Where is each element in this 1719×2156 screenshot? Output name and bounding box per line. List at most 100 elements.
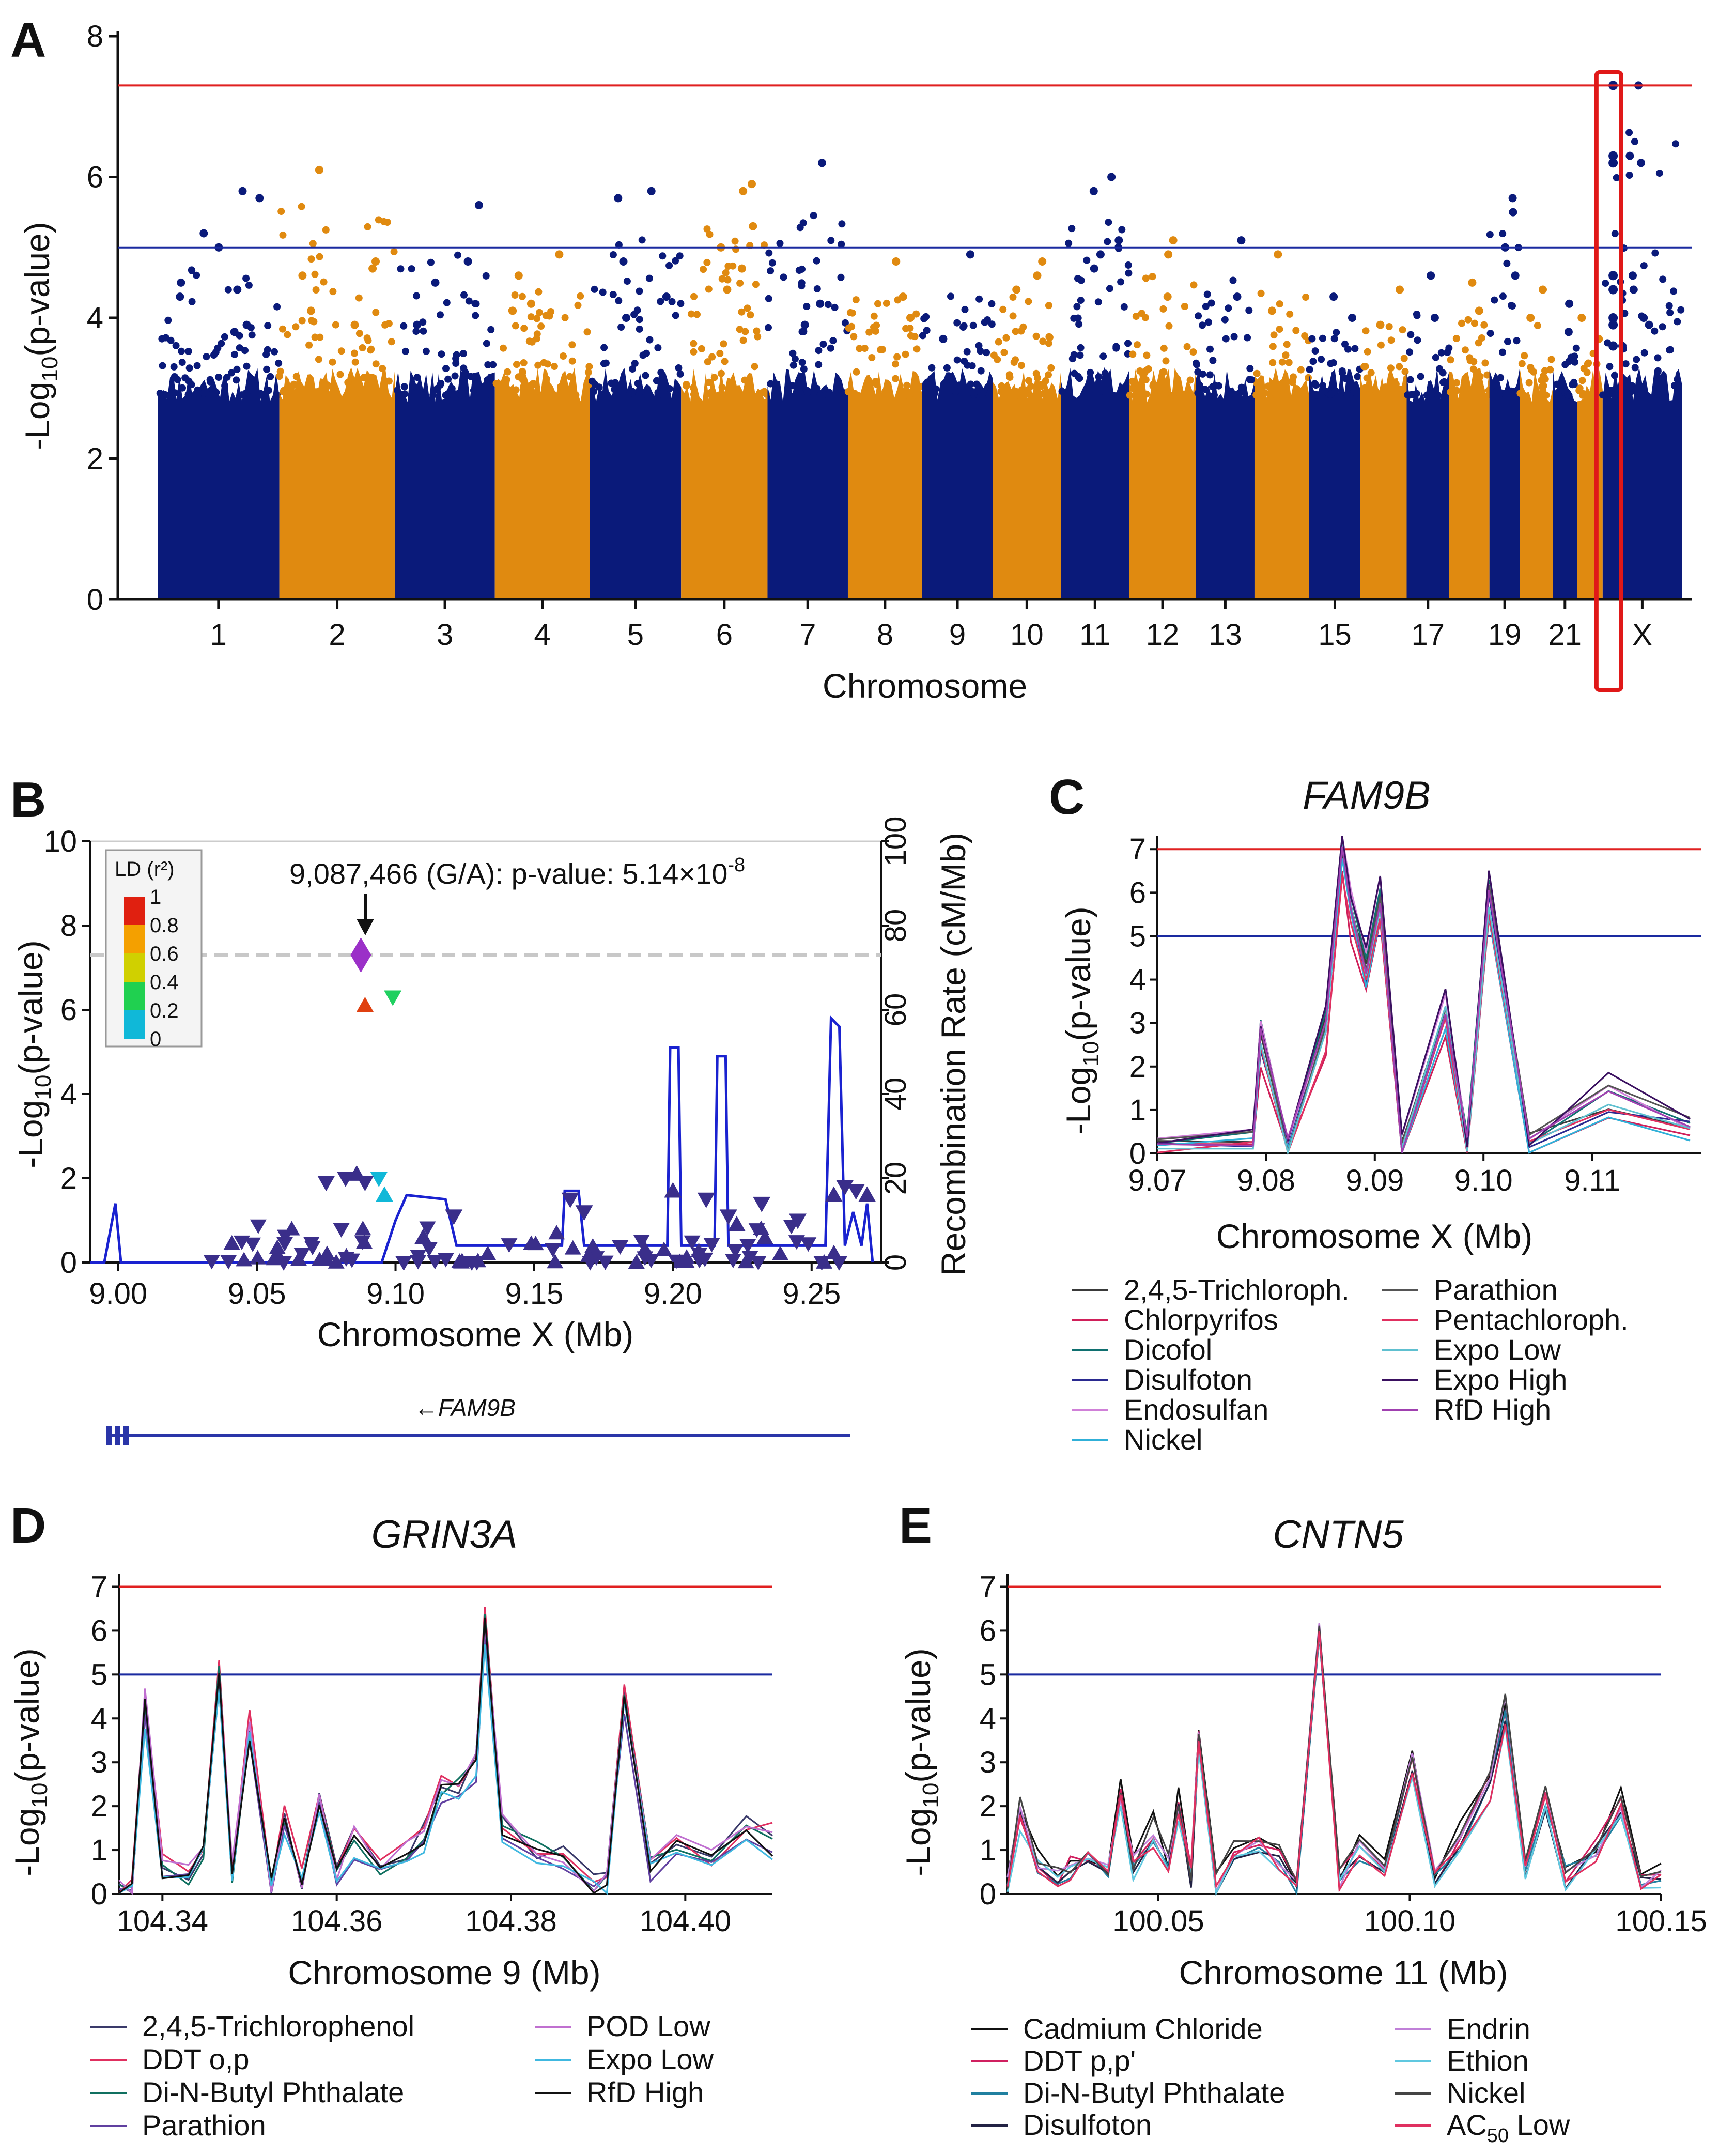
snp-point — [206, 376, 214, 383]
x-tick-label: 104.36 — [291, 1904, 382, 1938]
snp-point — [1670, 287, 1678, 295]
snp-point — [1276, 381, 1283, 389]
snp-point — [1476, 386, 1483, 394]
snp-point — [400, 322, 408, 330]
snp-point — [311, 333, 319, 341]
snp-point — [1565, 358, 1573, 365]
snp-point — [1380, 390, 1388, 397]
snp-point — [546, 312, 553, 320]
snp-point — [973, 387, 981, 395]
snp-peak — [816, 299, 825, 308]
snp-point — [1434, 391, 1442, 399]
snp-point — [500, 344, 507, 352]
snp-point — [310, 318, 318, 326]
snp-triangle — [656, 1241, 673, 1256]
snp-point — [275, 373, 283, 380]
snp-point — [1117, 278, 1125, 286]
snp-point — [1195, 312, 1202, 320]
snp-point — [292, 373, 300, 380]
chromosome-band-7 — [767, 368, 848, 599]
y-tick-label: 0 — [60, 1246, 77, 1280]
snp-peak — [749, 222, 757, 230]
snp-point — [892, 360, 899, 368]
snp-point — [1292, 327, 1300, 334]
snp-point — [657, 368, 665, 376]
legend-label: 2,4,5-Trichlorophenol — [142, 2010, 414, 2042]
snp-point — [284, 331, 291, 338]
snp-point — [892, 375, 900, 382]
snp-peak — [1233, 292, 1242, 301]
snp-point — [543, 375, 550, 383]
snp-point — [1606, 390, 1614, 398]
snp-point — [1470, 358, 1478, 365]
legend-label: Cadmium Chloride — [1023, 2012, 1263, 2045]
snp-point — [879, 346, 886, 353]
series-line — [1157, 836, 1691, 1148]
snp-point — [952, 388, 959, 395]
cntn5-x-axis-label: Chromosome 11 (Mb) — [1179, 1953, 1508, 1992]
snp-point — [799, 219, 807, 227]
snp-point — [864, 376, 872, 384]
snp-point — [515, 373, 522, 381]
snp-peak — [306, 306, 315, 315]
snp-point — [1246, 365, 1254, 373]
y-tick-label: 0 — [87, 583, 103, 617]
snp-point — [1654, 391, 1662, 398]
snp-point — [454, 251, 461, 259]
snp-point — [1417, 373, 1424, 380]
snp-point — [292, 323, 300, 331]
snp-peak — [1012, 285, 1021, 294]
chromosome-band-15 — [1309, 369, 1360, 599]
ld-legend-label: 0.8 — [150, 914, 179, 937]
snp-point — [1306, 366, 1313, 374]
y-tick-label: 7 — [1129, 833, 1146, 866]
series-line — [1006, 1631, 1662, 1893]
snp-point — [988, 320, 996, 328]
fam9b-x-axis-label: Chromosome X (Mb) — [1216, 1217, 1532, 1255]
snp-point — [1076, 375, 1083, 382]
snp-triangle — [269, 1239, 286, 1254]
snp-peak — [508, 306, 517, 315]
panel-label-e: E — [899, 1498, 932, 1553]
snp-point — [983, 349, 990, 357]
grin3a-y-axis-label: -Log10(p-value) — [8, 1648, 52, 1876]
snp-point — [704, 358, 711, 366]
snp-point — [1074, 314, 1082, 322]
snp-peak — [350, 320, 359, 329]
snp-point — [1400, 355, 1408, 362]
snp-triangle — [236, 1252, 253, 1267]
snp-peak — [800, 320, 809, 329]
snp-point — [642, 372, 649, 379]
snp-point — [1109, 391, 1117, 399]
snp-point — [925, 381, 933, 389]
snp-peak — [1114, 236, 1123, 245]
snp-point — [672, 257, 679, 265]
snp-point — [721, 358, 729, 365]
snp-triangle-ld — [356, 996, 374, 1012]
snp-point — [860, 391, 868, 399]
snp-point — [560, 352, 567, 360]
snp-point — [902, 325, 910, 332]
y-tick-label: 4 — [91, 1702, 107, 1735]
snp-point — [584, 368, 592, 376]
snp-point — [1206, 345, 1214, 353]
chromosome-x-highlight-box — [1594, 70, 1623, 692]
legend-label: RfD High — [586, 2076, 704, 2108]
snp-point — [850, 390, 858, 397]
snp-point — [1278, 358, 1286, 366]
snp-peak — [1637, 159, 1646, 167]
snp-point — [634, 379, 642, 387]
snp-point — [736, 326, 744, 333]
chromosome-band-1 — [158, 368, 280, 599]
snp-point — [717, 369, 725, 377]
snp-point — [1341, 340, 1349, 348]
snp-peak — [1539, 285, 1547, 294]
snp-point — [852, 296, 860, 304]
snp-triangle-ld — [825, 1186, 843, 1202]
snp-point — [659, 252, 667, 260]
snp-point — [988, 300, 996, 307]
snp-point — [1042, 377, 1049, 384]
snp-triangle-ld — [356, 1176, 374, 1192]
snp-point — [1124, 340, 1132, 347]
snp-point — [1298, 391, 1305, 399]
